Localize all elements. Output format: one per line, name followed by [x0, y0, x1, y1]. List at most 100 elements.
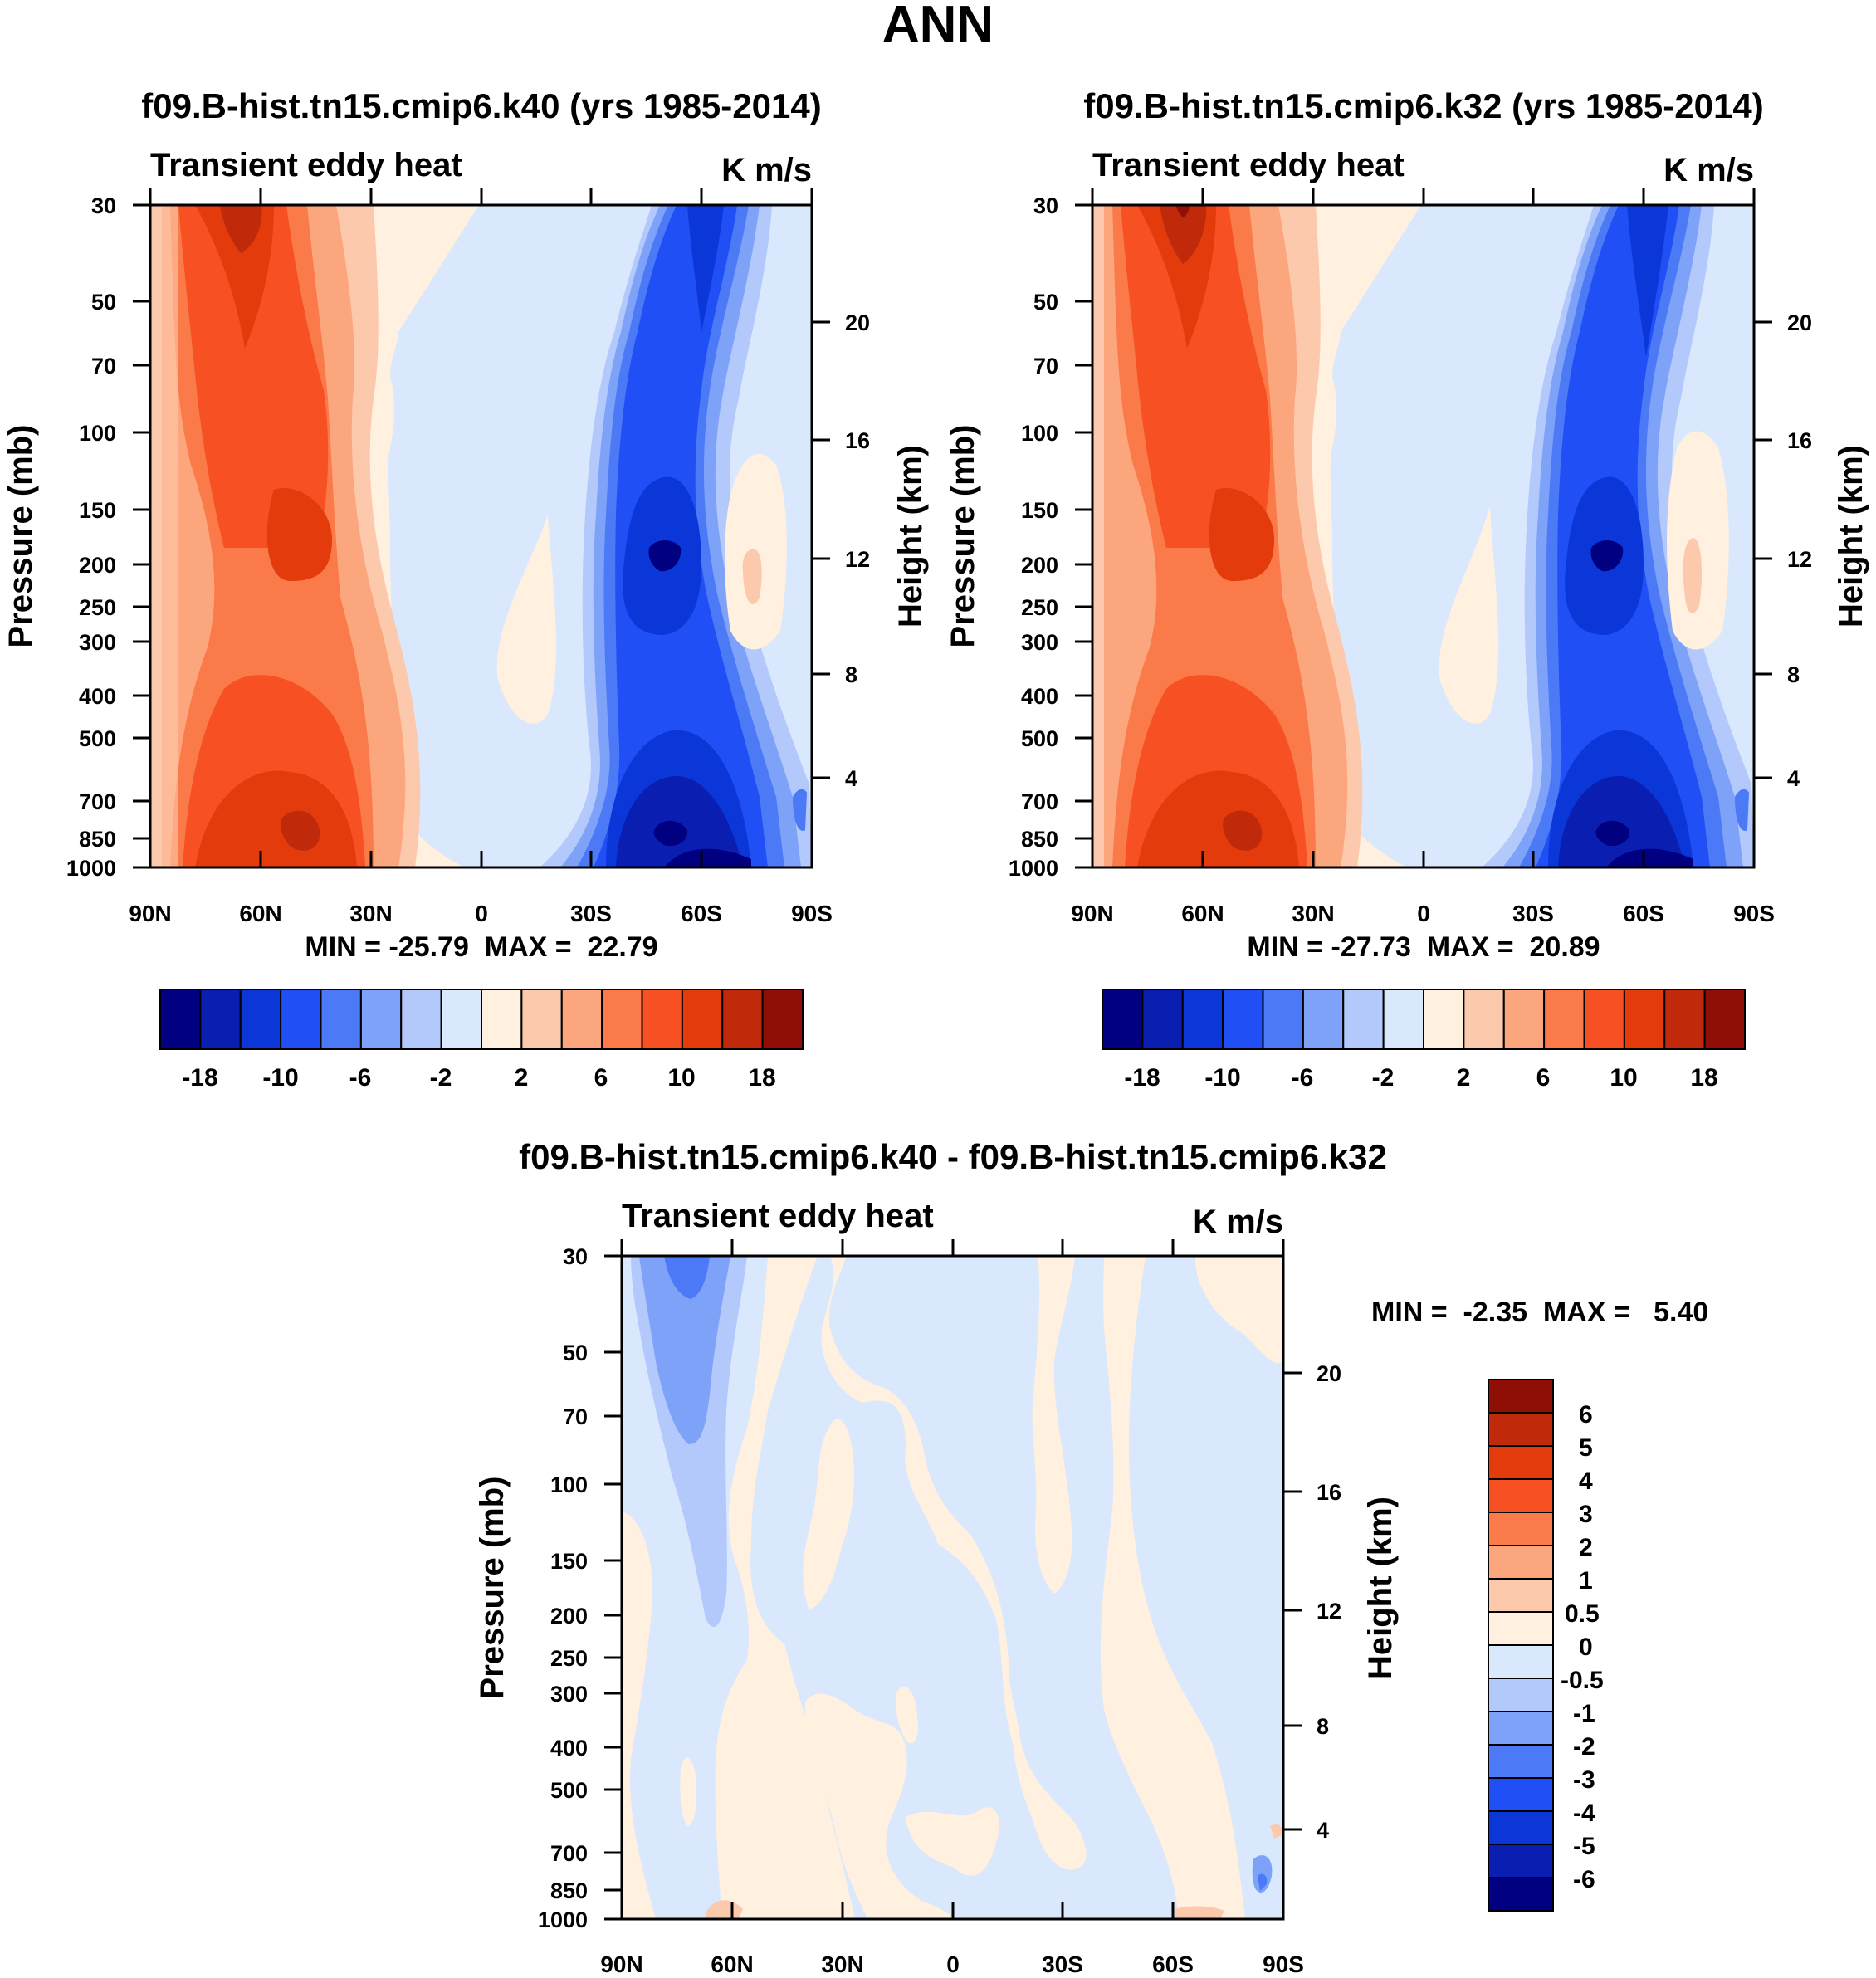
contour-fill — [768, 1256, 1087, 1870]
y-tick-labels: 30 50 70 100 150 200 250 300 400 500 700… — [66, 193, 116, 881]
colorbar-swatch — [1488, 1777, 1554, 1812]
y-tick-label: 300 — [1021, 630, 1058, 655]
contour-fill — [266, 488, 332, 581]
y2-axis-label: Height (km) — [892, 445, 929, 628]
y-tick-label: 50 — [1033, 290, 1058, 315]
x-tick-label: 90S — [1733, 901, 1775, 926]
colorbar-swatch — [280, 989, 322, 1050]
y-tick-label: 850 — [1021, 827, 1058, 852]
colorbar-swatch — [320, 989, 362, 1050]
y-tick-label: 50 — [91, 290, 116, 315]
panel-subtitle-right: K m/s — [1663, 152, 1754, 188]
colorbar-swatch — [481, 989, 523, 1050]
x-tick-label: 60S — [1623, 901, 1664, 926]
x-tick-label: 30S — [570, 901, 612, 926]
y-tick-label: 200 — [1021, 553, 1058, 578]
colorbar-label: 0.5 — [1565, 1600, 1600, 1628]
y2-tick-label: 12 — [845, 547, 870, 572]
colorbar: 6 5 4 3 2 1 0.5 0 -0.5 -1 -2 -3 -4 -5 -6 — [1488, 1379, 1604, 1912]
panel-subtitle-left: Transient eddy heat — [150, 147, 462, 183]
colorbar-swatch — [1342, 989, 1385, 1050]
colorbar-swatch — [1463, 989, 1505, 1050]
colorbar-label: -0.5 — [1561, 1667, 1604, 1694]
y-tick-label: 200 — [79, 553, 116, 578]
panel-title: f09.B-hist.tn15.cmip6.k40 - f09.B-hist.t… — [519, 1137, 1387, 1176]
contour-fill — [1100, 1256, 1245, 1919]
contour-fill — [195, 205, 274, 349]
y-tick-label: 150 — [550, 1549, 588, 1574]
y-tick-label: 30 — [1033, 193, 1058, 218]
contour-fill — [793, 789, 807, 831]
panel-subtitle-right: K m/s — [721, 152, 812, 188]
y2-tick-label: 12 — [1317, 1599, 1341, 1624]
contour-fill — [1627, 205, 1668, 357]
contour-fill — [742, 549, 762, 605]
colorbar-swatch — [1423, 989, 1465, 1050]
y2-tick-labels: 20 16 12 8 4 — [845, 310, 870, 791]
colorbar-swatch — [1488, 1877, 1554, 1912]
colorbar-label: -2 — [430, 1064, 452, 1092]
contour-fill — [281, 810, 320, 851]
colorbar-label: 3 — [1579, 1501, 1593, 1528]
y-tick-label: 70 — [1033, 354, 1058, 379]
y-tick-label: 150 — [79, 498, 116, 523]
page-title: ANN — [882, 0, 994, 53]
panel-subtitle-right: K m/s — [1193, 1204, 1283, 1240]
colorbar-label: -1 — [1573, 1700, 1595, 1727]
colorbar-label: -3 — [1573, 1766, 1595, 1794]
colorbar-label: 5 — [1579, 1434, 1593, 1462]
panel-k32: f09.B-hist.tn15.cmip6.k32 (yrs 1985-2014… — [945, 86, 1869, 1092]
colorbar-swatch — [1663, 989, 1706, 1050]
y2-tick-labels: 20 16 12 8 4 — [1317, 1361, 1341, 1843]
y-tick-label: 400 — [550, 1736, 588, 1761]
colorbar-swatch — [1583, 989, 1625, 1050]
colorbar-label: -4 — [1573, 1800, 1595, 1827]
colorbar-swatch — [1623, 989, 1666, 1050]
x-tick-label: 30N — [349, 901, 392, 926]
min-max-stats: MIN = -27.73 MAX = 20.89 — [1247, 931, 1600, 963]
contour-fill — [680, 1757, 697, 1826]
colorbar-swatches — [1102, 989, 1746, 1050]
contour-fill — [664, 848, 751, 867]
colorbar-label: 6 — [594, 1064, 608, 1092]
contour-fill — [1160, 205, 1207, 264]
contour-fill — [805, 1693, 955, 1919]
x-tick-label: 60N — [1181, 901, 1224, 926]
y-tick-label: 500 — [550, 1778, 588, 1803]
y-tick-label: 150 — [1021, 498, 1058, 523]
contour-fill — [622, 1511, 656, 1919]
y-tick-label: 100 — [550, 1473, 588, 1497]
y-tick-label: 700 — [79, 789, 116, 814]
x-tick-label: 90S — [791, 901, 833, 926]
contour-fill — [220, 205, 262, 253]
x-ticks — [1091, 188, 1756, 867]
colorbar-swatch — [159, 989, 202, 1050]
y-tick-label: 50 — [563, 1341, 588, 1365]
contour-fill — [1558, 776, 1685, 867]
x-tick-label: 90S — [1263, 1951, 1304, 1977]
plot-area — [150, 205, 812, 867]
colorbar-swatch — [641, 989, 683, 1050]
contour-fill — [1595, 820, 1630, 847]
colorbar-swatch — [1488, 1512, 1554, 1546]
y2-tick-label: 16 — [845, 428, 870, 453]
contour-fill — [687, 205, 724, 332]
contour-fill — [1175, 1906, 1224, 1919]
colorbar-label: 10 — [667, 1064, 695, 1092]
y2-tick-label: 8 — [845, 662, 857, 687]
colorbar-label: -6 — [1573, 1866, 1595, 1893]
x-tick-label: 0 — [1417, 901, 1430, 926]
x-tick-label: 60N — [239, 901, 281, 926]
x-tick-label: 90N — [1071, 901, 1113, 926]
colorbar-label: 10 — [1610, 1064, 1637, 1092]
colorbar-label: -6 — [1292, 1064, 1314, 1092]
panel-title: f09.B-hist.tn15.cmip6.k40 (yrs 1985-2014… — [141, 86, 821, 125]
contour-fill — [1121, 205, 1271, 548]
colorbar-label: 4 — [1579, 1468, 1593, 1495]
colorbar-label: 1 — [1579, 1567, 1593, 1595]
colorbar-label: 2 — [515, 1064, 529, 1092]
colorbar-swatch — [721, 989, 764, 1050]
y-tick-label: 70 — [563, 1404, 588, 1429]
contour-fill — [1252, 1855, 1273, 1893]
